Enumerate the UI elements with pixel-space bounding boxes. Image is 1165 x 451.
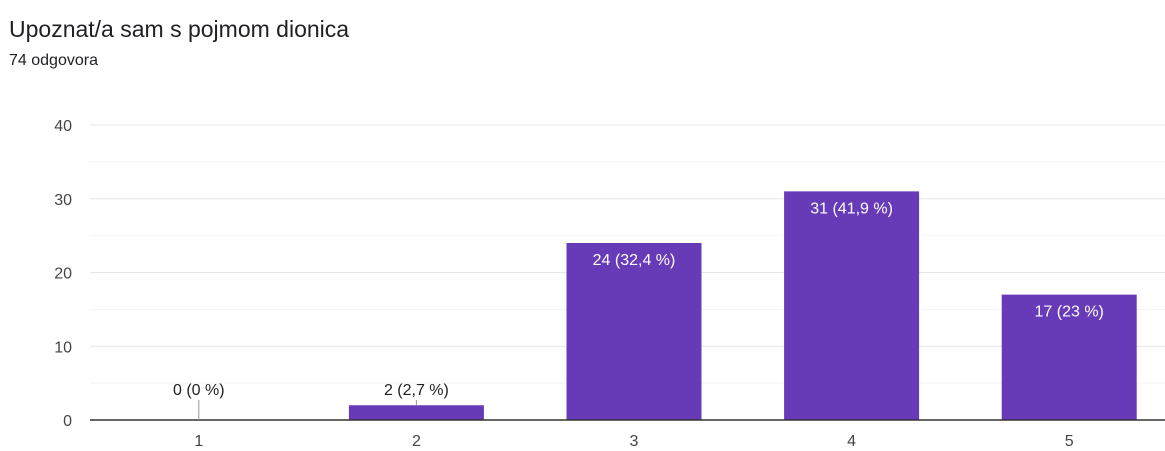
bar xyxy=(784,191,920,420)
data-label: 17 (23 %) xyxy=(1035,304,1104,321)
bar xyxy=(348,405,484,420)
data-label: 24 (32,4 %) xyxy=(593,252,676,269)
x-tick-label: 4 xyxy=(847,433,856,450)
response-count: 74 odgovora xyxy=(9,52,98,69)
chart-title: Upoznat/a sam s pojmom dionica xyxy=(9,16,350,42)
data-labels: 0 (0 %) 2 (2,7 %) 24 (32,4 %) 31 (41,9 %) 17… xyxy=(173,200,1104,420)
y-tick-label: 30 xyxy=(54,192,72,209)
y-tick-label: 20 xyxy=(54,266,72,283)
x-tick-label: 1 xyxy=(194,433,203,450)
x-tick-label: 3 xyxy=(630,433,639,450)
y-tick-label: 40 xyxy=(54,118,72,135)
y-axis-ticks: 0 10 20 30 40 xyxy=(54,118,72,430)
x-tick-label: 5 xyxy=(1065,433,1074,450)
bar xyxy=(1001,294,1137,420)
x-axis-ticks: 1 2 3 4 5 xyxy=(194,433,1073,450)
y-tick-label: 10 xyxy=(54,339,72,356)
data-label: 2 (2,7 %) xyxy=(384,382,449,399)
data-label: 0 (0 %) xyxy=(173,382,225,399)
y-tick-label: 0 xyxy=(63,413,72,430)
x-tick-label: 2 xyxy=(412,433,421,450)
bars xyxy=(348,191,1137,420)
bar xyxy=(566,243,702,420)
data-label: 31 (41,9 %) xyxy=(810,200,893,217)
